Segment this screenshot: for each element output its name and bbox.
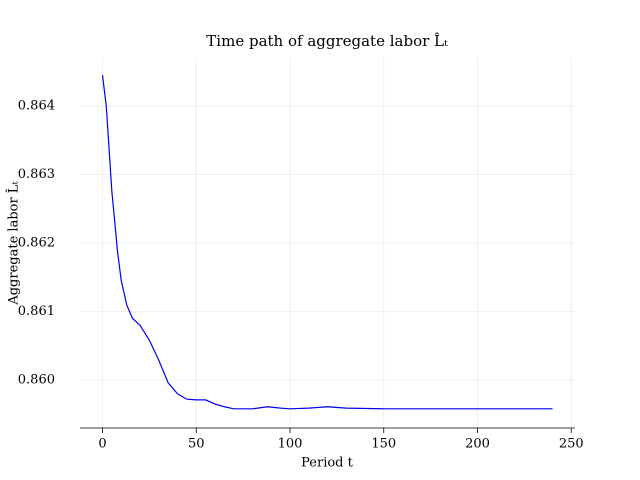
y-axis-label: Aggregate labor L̂ₜ <box>5 181 21 306</box>
x-tick-label: 150 <box>371 437 396 452</box>
y-tick-label: 0.860 <box>18 373 55 388</box>
x-axis-label: Period t <box>301 456 354 471</box>
x-tick-label: 50 <box>188 437 205 452</box>
y-tick-label: 0.862 <box>18 236 55 251</box>
x-tick-label: 100 <box>278 437 303 452</box>
data-line <box>101 75 553 410</box>
x-tick-label: 200 <box>465 437 490 452</box>
x-tick-label: 0 <box>98 437 106 452</box>
chart-title: Time path of aggregate labor L̂ₜ <box>206 32 448 50</box>
x-tick-label: 250 <box>559 437 584 452</box>
y-tick-label: 0.863 <box>18 167 55 182</box>
y-tick-label: 0.861 <box>18 304 55 319</box>
y-tick-label: 0.864 <box>18 98 55 113</box>
